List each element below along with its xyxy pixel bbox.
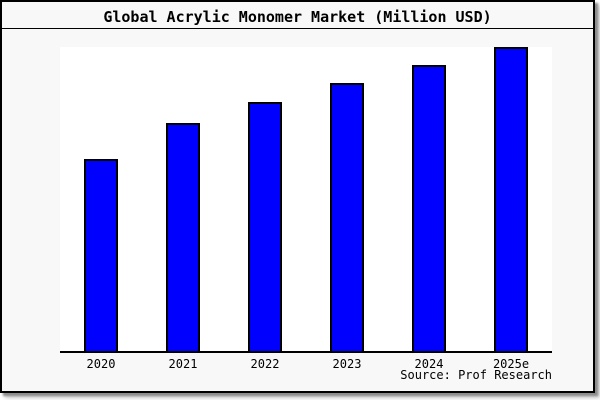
bar-slot (142, 123, 224, 351)
bar-2020 (84, 159, 118, 351)
chart-title-bar: Global Acrylic Monomer Market (Million U… (2, 2, 593, 29)
x-tick-label-2020: 2020 (86, 357, 116, 371)
x-tick-label-2023: 2023 (332, 357, 362, 371)
x-tick-label-2025e: 2025e (492, 357, 530, 371)
bar-slot (224, 102, 306, 351)
plot-area (60, 47, 552, 353)
chart-title: Global Acrylic Monomer Market (Million U… (103, 8, 492, 26)
bar-slot (60, 159, 142, 351)
x-tick-label-2022: 2022 (250, 357, 280, 371)
bar-2025e (494, 47, 528, 351)
bar-2022 (248, 102, 282, 351)
source-credit: Source: Prof Research (400, 368, 552, 382)
chart-frame: Global Acrylic Monomer Market (Million U… (0, 0, 595, 393)
x-axis-tick-labels: 2020 2021 2022 2023 2024 2025e (60, 353, 552, 371)
bar-slot (388, 65, 470, 351)
bar-2024 (412, 65, 446, 351)
bar-2023 (330, 83, 364, 351)
chart-area: 2020 2021 2022 2023 2024 2025e (60, 47, 552, 371)
bar-2021 (166, 123, 200, 351)
x-tick-label-2024: 2024 (414, 357, 444, 371)
bar-slot (470, 47, 552, 351)
x-tick-label-2021: 2021 (168, 357, 198, 371)
bar-slot (306, 83, 388, 351)
